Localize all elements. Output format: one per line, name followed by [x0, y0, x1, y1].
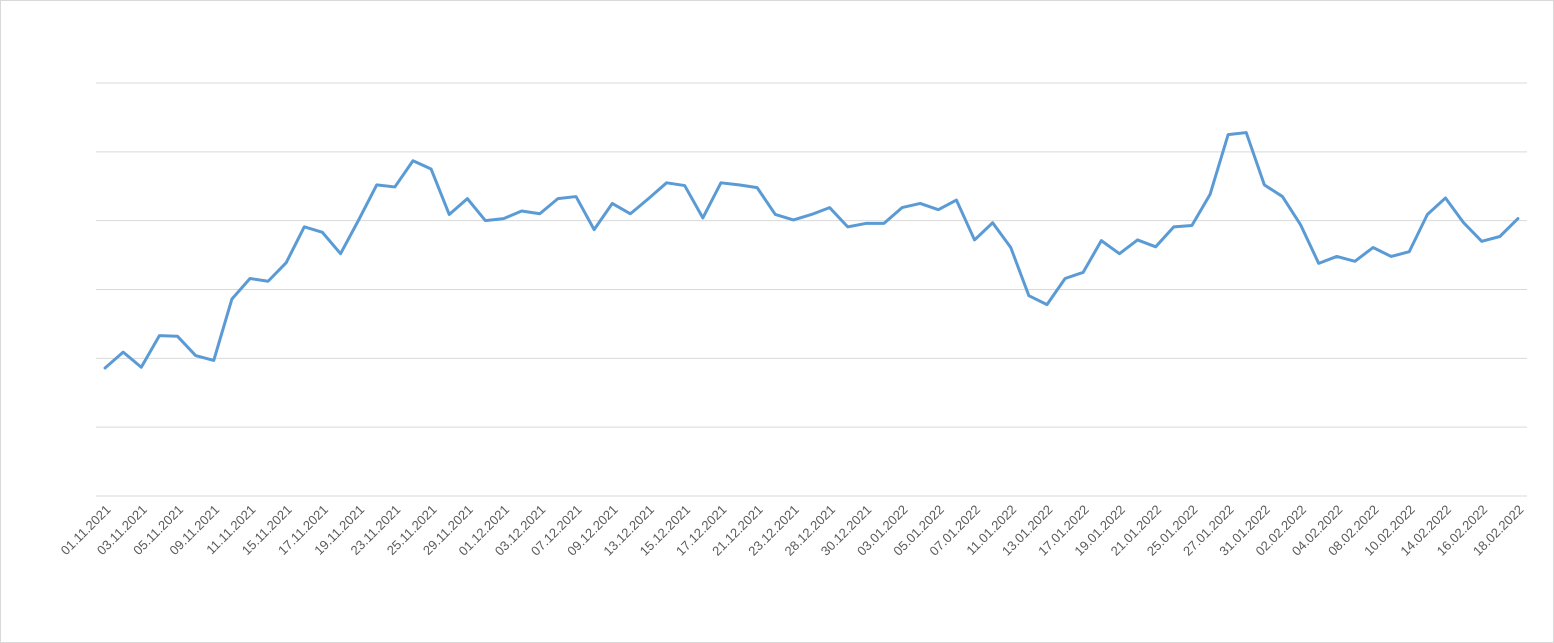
data-line: [103, 131, 1520, 370]
